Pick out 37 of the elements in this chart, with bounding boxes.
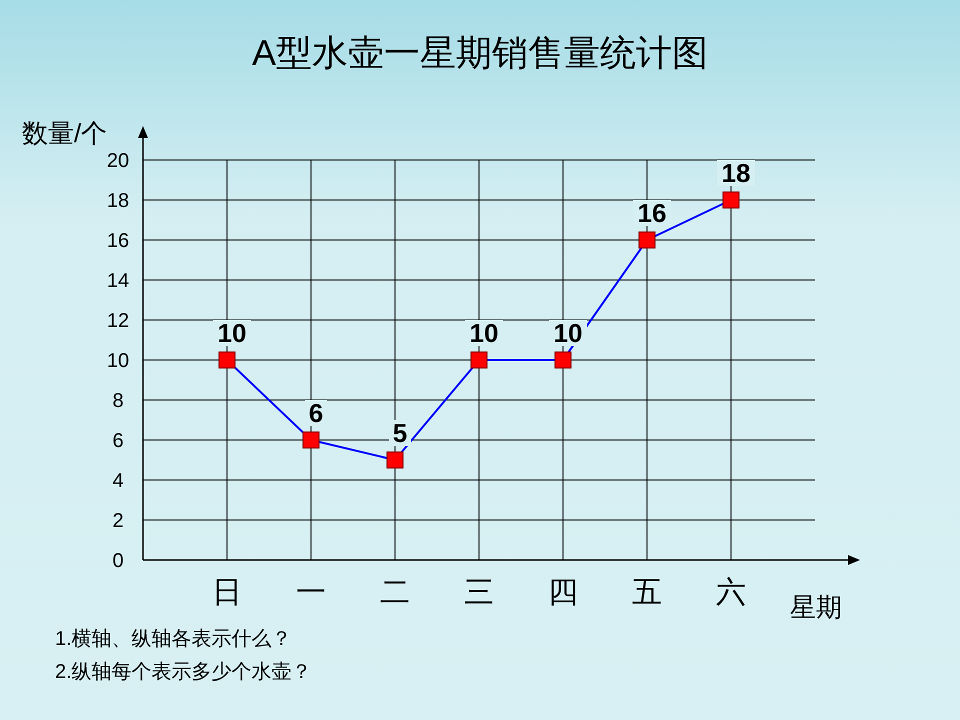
text: 1.横轴、纵轴各表示什么？ xyxy=(55,628,292,650)
data-label: 10 xyxy=(470,318,498,348)
y-tick-label: 16 xyxy=(106,230,130,252)
x-tick-label: 三 xyxy=(464,575,494,610)
x-tick-label: 一 xyxy=(296,575,326,610)
y-tick-label: 2 xyxy=(112,510,124,532)
data-label: 10 xyxy=(554,318,582,348)
y-tick-label: 10 xyxy=(106,350,130,372)
y-tick-label: 8 xyxy=(112,390,124,412)
x-tick-label: 六 xyxy=(716,575,746,610)
y-tick-label: 12 xyxy=(106,310,130,332)
chart-title: A型水壶一星期销售量统计图 xyxy=(252,32,708,73)
y-tick-label: 4 xyxy=(112,470,124,492)
x-tick-label: 日 xyxy=(212,575,242,610)
x-tick-label: 二 xyxy=(380,575,410,610)
y-tick-label: 20 xyxy=(106,150,130,172)
x-tick-label: 五 xyxy=(632,575,662,610)
data-label: 16 xyxy=(638,198,666,228)
y-tick-label: 14 xyxy=(106,270,130,292)
y-tick-label: 18 xyxy=(106,190,130,212)
y-axis-title: 数量/个 xyxy=(22,118,108,148)
point xyxy=(638,232,656,248)
point xyxy=(554,352,572,368)
point xyxy=(722,192,740,208)
x-axis-title: 星期 xyxy=(790,592,842,622)
point xyxy=(218,352,236,368)
data-label: 18 xyxy=(722,158,750,188)
data-label: 6 xyxy=(308,398,324,428)
text: 2.纵轴每个表示多少个水壶？ xyxy=(55,661,312,683)
point xyxy=(386,452,404,468)
y-tick-label: 0 xyxy=(112,550,124,572)
data-label: 10 xyxy=(218,318,246,348)
y-tick-label: 6 xyxy=(112,430,124,452)
point xyxy=(302,432,320,448)
data-label: 5 xyxy=(392,418,408,448)
point xyxy=(470,352,488,368)
x-tick-label: 四 xyxy=(548,575,578,610)
